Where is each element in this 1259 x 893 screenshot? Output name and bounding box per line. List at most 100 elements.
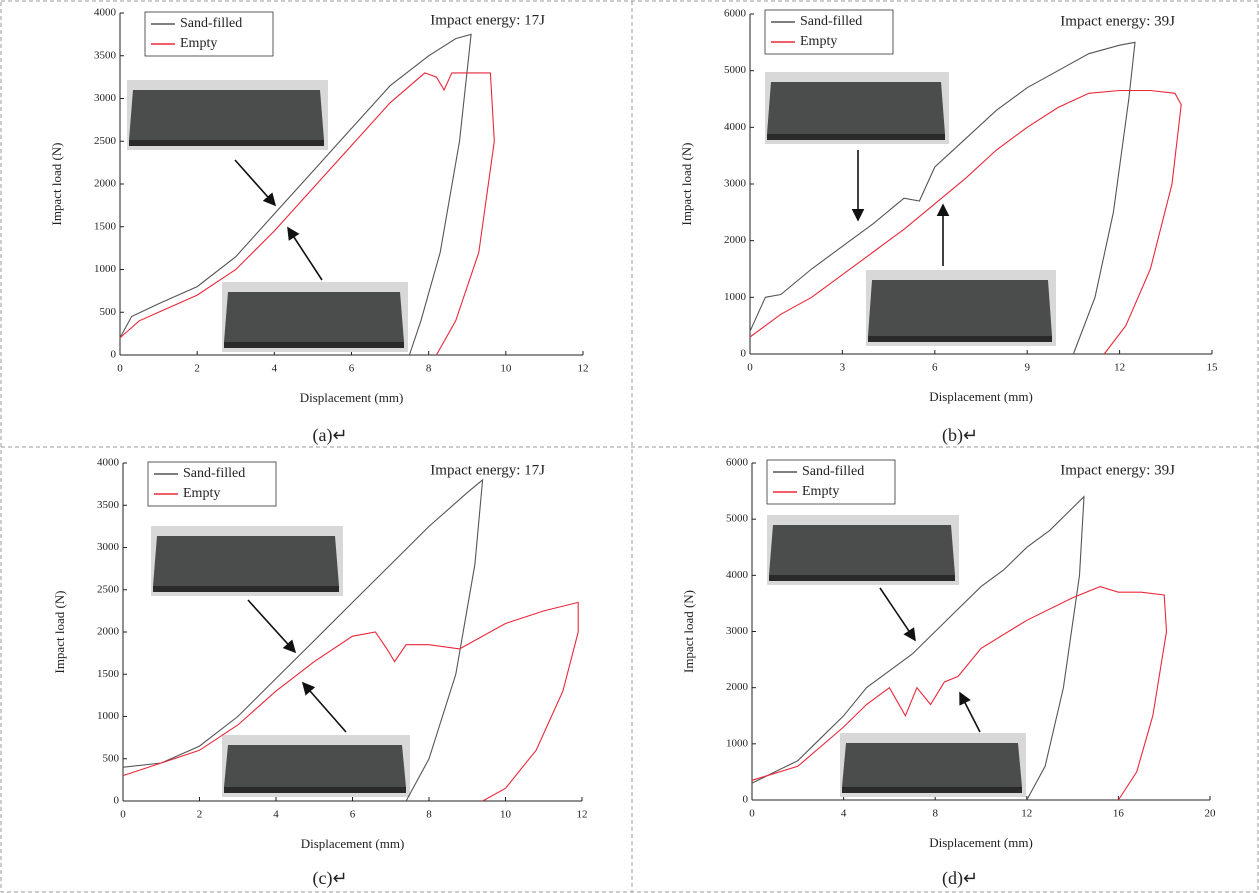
y-tick-label: 6000 [726,457,749,469]
x-tick-label: 9 [1024,362,1030,374]
x-tick-label: 3 [840,362,846,374]
y-axis-label: Impact load (N) [681,590,696,673]
x-tick-label: 4 [841,808,847,820]
y-tick-label: 500 [100,306,117,318]
y-tick-label: 2000 [726,681,749,693]
y-tick-label: 3000 [724,178,747,190]
y-tick-label: 2000 [724,234,747,246]
x-tick-label: 0 [120,809,126,821]
specimen-photo [769,525,955,575]
x-tick-label: 6 [349,363,355,375]
x-tick-label: 12 [1021,808,1032,820]
x-axis-label: Displacement (mm) [300,390,404,405]
caption: (d)↵ [942,868,978,889]
arrow [960,693,980,732]
x-tick-label: 16 [1113,808,1125,820]
arrow [303,683,346,732]
x-tick-label: 2 [194,363,200,375]
y-tick-label: 4000 [97,457,120,469]
y-tick-label: 4000 [724,121,747,133]
y-tick-label: 0 [111,349,117,361]
specimen-base [868,336,1052,342]
chart-title: Impact energy: 17J [430,12,545,28]
specimen-photo [767,82,945,134]
caption: (c)↵ [312,868,347,889]
specimen-base [767,134,945,140]
x-tick-label: 4 [273,809,279,821]
legend-label: Sand-filled [183,466,245,481]
specimen-photo [153,536,339,586]
legend-label: Empty [180,36,217,51]
y-tick-label: 2500 [97,583,120,595]
specimen-photo [842,743,1022,787]
y-tick-label: 3000 [94,92,117,104]
y-tick-label: 4000 [726,569,749,581]
y-tick-label: 3000 [97,541,120,553]
x-tick-label: 12 [577,809,588,821]
chart-title: Impact energy: 39J [1060,13,1175,29]
specimen-photo [224,745,406,787]
x-tick-label: 8 [426,809,432,821]
chart-title: Impact energy: 39J [1060,462,1175,478]
y-tick-label: 2000 [94,178,117,190]
y-tick-label: 2500 [94,135,117,147]
specimen-photo [224,292,404,342]
y-tick-label: 0 [741,348,747,360]
x-tick-label: 0 [747,362,753,374]
x-tick-label: 0 [117,363,123,375]
specimen-base [224,342,404,348]
y-tick-label: 4000 [94,7,117,19]
arrow [288,228,322,280]
y-axis-label: Impact load (N) [49,142,64,225]
y-tick-label: 1000 [726,737,749,749]
x-axis-label: Displacement (mm) [929,389,1033,404]
arrow [880,588,915,640]
caption: (b)↵ [942,425,978,446]
y-tick-label: 5000 [724,64,747,76]
arrow [235,160,275,205]
specimen-base [129,140,324,146]
x-axis-label: Displacement (mm) [301,836,405,851]
figure: 0500100015002000250030003500400002468101… [0,0,1259,893]
y-tick-label: 6000 [724,8,747,20]
y-axis-label: Impact load (N) [52,590,67,673]
x-tick-label: 4 [272,363,278,375]
x-tick-label: 2 [197,809,203,821]
y-tick-label: 1000 [724,291,747,303]
legend-label: Empty [802,484,839,499]
y-tick-label: 1500 [94,220,117,232]
specimen-base [842,787,1022,793]
y-tick-label: 3500 [97,499,120,511]
legend-label: Empty [800,34,837,49]
y-tick-label: 2000 [97,626,120,638]
x-tick-label: 8 [426,363,432,375]
y-tick-label: 0 [114,795,120,807]
x-tick-label: 15 [1207,362,1219,374]
y-tick-label: 3000 [726,625,749,637]
chart-title: Impact energy: 17J [430,462,545,478]
y-tick-label: 1000 [94,263,117,275]
y-tick-label: 1000 [97,710,120,722]
specimen-photo [129,90,324,140]
specimen-photo [868,280,1052,336]
specimen-base [153,586,339,592]
y-axis-label: Impact load (N) [679,142,694,225]
legend-label: Empty [183,486,220,501]
y-tick-label: 500 [103,752,120,764]
caption: (a)↵ [312,425,347,446]
y-tick-label: 5000 [726,513,749,525]
x-tick-label: 10 [500,363,512,375]
specimen-base [224,787,406,793]
legend-label: Sand-filled [802,464,864,479]
x-tick-label: 6 [350,809,356,821]
x-tick-label: 20 [1205,808,1217,820]
arrow [248,600,295,652]
x-tick-label: 8 [932,808,938,820]
x-tick-label: 10 [500,809,512,821]
x-tick-label: 12 [578,363,589,375]
specimen-base [769,575,955,581]
y-tick-label: 1500 [97,668,120,680]
x-tick-label: 0 [749,808,755,820]
y-tick-label: 3500 [94,49,117,61]
legend-label: Sand-filled [180,16,242,31]
